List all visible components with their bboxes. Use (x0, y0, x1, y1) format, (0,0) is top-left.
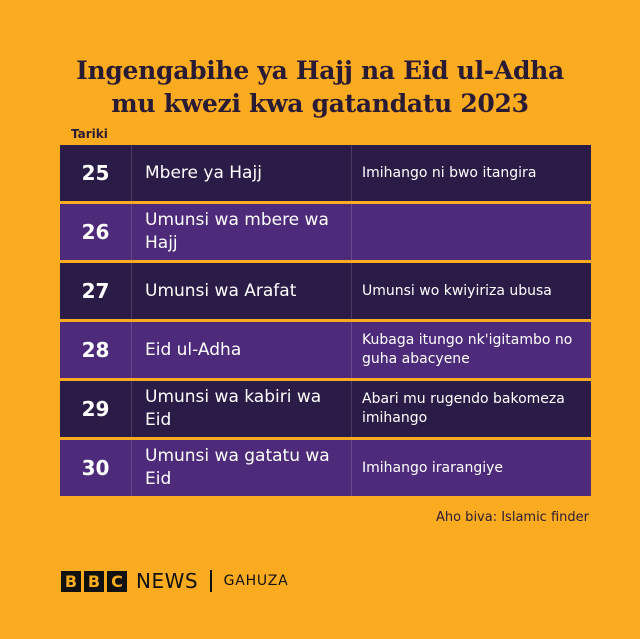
page-title: Ingengabihe ya Hajj na Eid ul-Adha mu kw… (0, 54, 640, 120)
table-row: 28 Eid ul-Adha Kubaga itungo nk'igitambo… (60, 322, 591, 378)
table-row: 30 Umunsi wa gatatu wa Eid Imihango irar… (60, 440, 591, 496)
note-cell (352, 204, 591, 260)
schedule-table: 25 Mbere ya Hajj Imihango ni bwo itangir… (60, 145, 591, 499)
title-line-2: mu kwezi kwa gatandatu 2023 (111, 89, 529, 118)
service-name: GAHUZA (223, 573, 289, 589)
news-wordmark: NEWS (136, 569, 199, 593)
note-cell: Imihango ni bwo itangira (362, 164, 537, 181)
date-cell: 30 (60, 440, 132, 496)
bbc-logo-b2: B (84, 570, 104, 592)
note-cell: Kubaga itungo nk'igitambo no guha abacye… (362, 332, 573, 367)
date-cell: 27 (60, 263, 132, 319)
date-cell: 29 (60, 381, 132, 437)
note-cell: Abari mu rugendo bakomeza imihango (362, 391, 565, 426)
logo-divider (210, 570, 212, 592)
event-cell: Umunsi wa gatatu wa Eid (132, 440, 352, 496)
event-cell: Mbere ya Hajj (132, 145, 352, 201)
table-row: 25 Mbere ya Hajj Imihango ni bwo itangir… (60, 145, 591, 201)
title-line-1: Ingengabihe ya Hajj na Eid ul-Adha (76, 56, 564, 85)
bbc-logo-c: C (107, 570, 127, 592)
event-cell: Eid ul-Adha (132, 322, 352, 378)
table-row: 27 Umunsi wa Arafat Umunsi wo kwiyiriza … (60, 263, 591, 319)
date-cell: 28 (60, 322, 132, 378)
table-row: 26 Umunsi wa mbere wa Hajj (60, 204, 591, 260)
note-cell: Umunsi wo kwiyiriza ubusa (362, 282, 552, 299)
source-note: Aho biva: Islamic finder (435, 510, 589, 525)
date-column-label: Tariki (71, 127, 108, 141)
note-cell: Imihango irarangiye (362, 459, 503, 476)
event-cell: Umunsi wa kabiri wa Eid (132, 381, 352, 437)
event-cell: Umunsi wa Arafat (132, 263, 352, 319)
date-cell: 26 (60, 204, 132, 260)
bbc-news-gahuza-logo: B B C NEWS GAHUZA (61, 569, 289, 593)
event-cell: Umunsi wa mbere wa Hajj (132, 204, 352, 260)
date-cell: 25 (60, 145, 132, 201)
table-row: 29 Umunsi wa kabiri wa Eid Abari mu ruge… (60, 381, 591, 437)
bbc-logo-b1: B (61, 570, 81, 592)
